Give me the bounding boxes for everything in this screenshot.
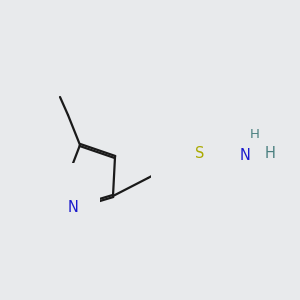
Text: N: N <box>234 152 244 166</box>
Text: N: N <box>240 148 250 164</box>
Text: S: S <box>173 154 183 169</box>
Text: N: N <box>232 130 243 146</box>
Text: H: H <box>265 146 275 160</box>
Text: O: O <box>56 184 68 200</box>
Text: H: H <box>250 128 260 142</box>
Text: S: S <box>195 146 205 160</box>
Text: N: N <box>68 200 78 215</box>
